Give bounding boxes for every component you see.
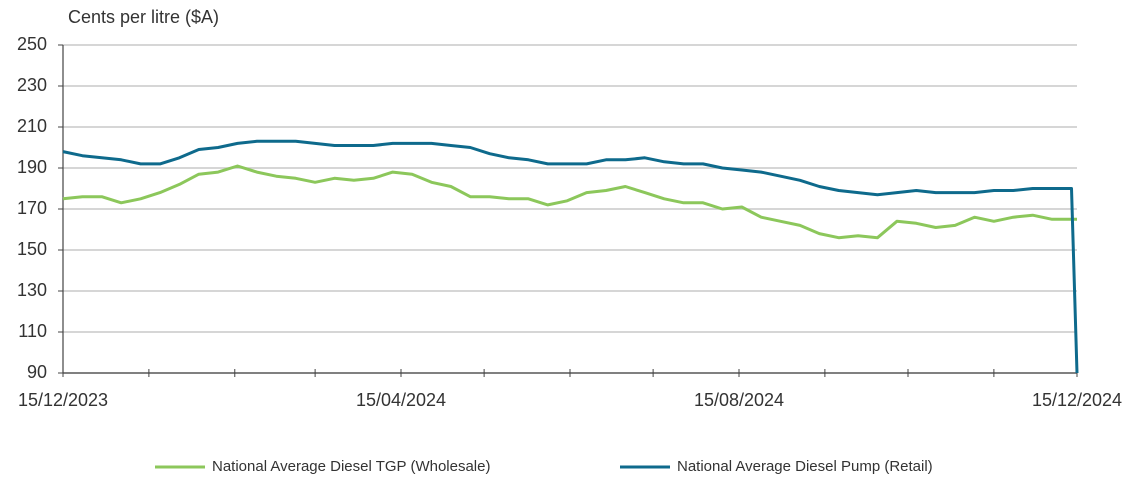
- y-tick-label: 150: [17, 239, 47, 259]
- y-tick-label: 190: [17, 157, 47, 177]
- legend-label: National Average Diesel TGP (Wholesale): [212, 458, 490, 475]
- y-tick-label: 250: [17, 34, 47, 54]
- legend-label: National Average Diesel Pump (Retail): [677, 458, 933, 475]
- x-tick-label: 15/08/2024: [694, 390, 784, 410]
- y-tick-label: 210: [17, 116, 47, 136]
- data-line: [62, 164, 1077, 240]
- y-tick-label: 130: [17, 280, 47, 300]
- x-tick-label: 15/04/2024: [356, 390, 446, 410]
- x-tick-label: 15/12/2024: [1032, 390, 1122, 410]
- x-tick-label: 15/12/2023: [18, 390, 108, 410]
- data-line: [62, 139, 1079, 374]
- y-tick-label: 230: [17, 75, 47, 95]
- y-tick-label: 170: [17, 198, 47, 218]
- y-tick-label: 110: [18, 321, 47, 341]
- y-axis-label: Cents per litre ($A): [68, 7, 219, 27]
- y-tick-label: 90: [27, 362, 47, 382]
